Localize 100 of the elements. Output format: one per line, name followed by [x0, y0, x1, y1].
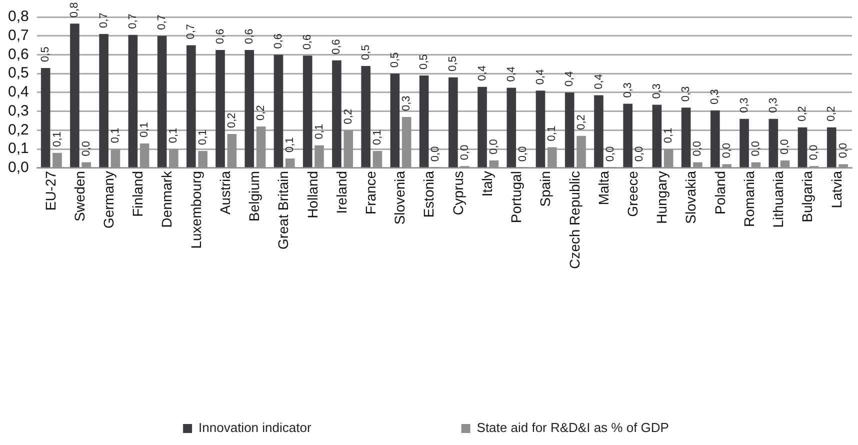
data-label: 0,4: [505, 66, 518, 82]
data-label: 0,2: [226, 112, 238, 128]
x-tick-label: Austria: [216, 170, 233, 215]
x-tick-label: Cyprus: [450, 170, 466, 216]
data-label: 0,7: [156, 14, 168, 30]
data-label: 0,1: [168, 128, 180, 144]
x-tick-label: Great Britain: [275, 170, 292, 250]
data-label: 0,7: [126, 14, 139, 29]
y-tick-label: 0,7: [8, 27, 29, 44]
x-tick-label: Sweden: [71, 170, 88, 222]
y-tick-label: 0,8: [8, 8, 29, 26]
data-label: 0,4: [592, 74, 605, 90]
y-tick-label: 0,1: [8, 140, 29, 158]
bar: [826, 127, 836, 168]
bar: [302, 56, 312, 168]
data-label: 0,3: [622, 82, 634, 98]
data-label: 0,1: [284, 137, 296, 153]
data-label: 0,0: [634, 146, 646, 162]
bar: [740, 118, 749, 168]
data-label: 0,1: [109, 128, 122, 144]
data-label: 0,0: [837, 142, 850, 158]
x-tick-label: Slovakia: [682, 170, 699, 224]
data-label: 0,3: [650, 83, 663, 99]
y-tick-label: 0,4: [8, 84, 29, 101]
legend-label: State aid for R&D&I as % of GDP: [476, 420, 669, 436]
x-tick-label: Spain: [537, 170, 554, 207]
data-label: 0,1: [196, 130, 209, 145]
y-tick-label: 0,2: [8, 121, 29, 138]
data-label: 0,6: [243, 28, 256, 44]
bar: [157, 36, 167, 168]
x-tick-label: Luxembourg: [188, 170, 204, 249]
bar: [216, 50, 225, 168]
x-tick-label: Estonia: [420, 170, 437, 218]
bar: [40, 68, 50, 168]
data-label: 0,6: [214, 28, 226, 44]
data-label: 0,2: [796, 106, 809, 122]
data-label: 0,4: [564, 71, 576, 86]
data-label: 0,1: [51, 132, 64, 147]
bar: [128, 34, 138, 168]
data-label: 0,6: [302, 34, 314, 50]
x-tick-label: Latvia: [828, 170, 844, 208]
data-label: 0,5: [388, 52, 401, 68]
data-label: 0,1: [313, 124, 326, 140]
data-label: 0,2: [575, 114, 588, 130]
data-label: 0,1: [138, 122, 151, 138]
x-tick-label: Germany: [100, 170, 116, 229]
x-tick-label: Portugal: [508, 170, 524, 224]
data-label: 0,4: [534, 69, 547, 85]
x-tick-label: Denmark: [158, 170, 175, 228]
bar: [506, 88, 516, 168]
x-tick-label: France: [362, 170, 379, 215]
bar: [332, 60, 342, 168]
data-label: 0,0: [430, 146, 442, 162]
data-label: 0,8: [68, 2, 81, 18]
bar: [186, 45, 196, 168]
y-tick-label: 0,3: [8, 102, 29, 120]
bar: [448, 77, 458, 168]
bar: [274, 54, 284, 168]
bar: [478, 86, 487, 168]
y-tick-label: 0,0: [8, 159, 29, 176]
y-tick-label: 0,6: [8, 46, 29, 63]
data-label: 0,5: [40, 46, 52, 62]
data-label: 0,1: [662, 128, 675, 144]
data-label: 0,1: [372, 130, 384, 145]
bar: [419, 75, 429, 168]
x-tick-label: Poland: [712, 170, 728, 215]
data-label: 0,6: [272, 33, 285, 49]
data-label: 0,7: [185, 24, 198, 40]
bar: [768, 118, 778, 168]
bar: [361, 66, 370, 168]
bar: [244, 50, 254, 168]
x-tick-label: Bulgaria: [799, 170, 816, 222]
x-tick-label: Belgium: [246, 170, 262, 222]
x-tick-label: Lithuania: [770, 170, 786, 228]
data-label: 0,5: [418, 54, 430, 70]
bar: [681, 108, 691, 168]
y-tick-label: 0,5: [8, 64, 29, 82]
data-label: 0,3: [400, 96, 413, 112]
x-tick-label: Holland: [304, 170, 320, 218]
x-tick-label: Finland: [130, 170, 146, 217]
x-tick-label: Romania: [740, 170, 757, 227]
legend-label: Innovation indicator: [198, 420, 312, 436]
data-label: 0,0: [808, 144, 820, 160]
data-label: 0,3: [738, 98, 750, 113]
data-label: 0,0: [80, 140, 92, 156]
x-tick-label: Slovenia: [392, 170, 408, 225]
x-tick-label: Hungary: [654, 170, 670, 224]
data-label: 0,5: [447, 56, 460, 72]
data-label: 0,0: [692, 140, 704, 156]
data-label: 0,1: [546, 126, 558, 142]
data-label: 0,2: [342, 108, 354, 124]
bar: [623, 104, 632, 168]
bar: [390, 74, 400, 168]
data-label: 0,4: [476, 66, 488, 81]
data-label: 0,0: [779, 139, 792, 154]
data-label: 0,0: [458, 144, 471, 160]
x-tick-label: Italy: [478, 170, 495, 197]
data-label: 0,0: [517, 146, 530, 162]
data-label: 0,5: [360, 44, 372, 60]
x-tick-label: Malta: [595, 170, 612, 206]
